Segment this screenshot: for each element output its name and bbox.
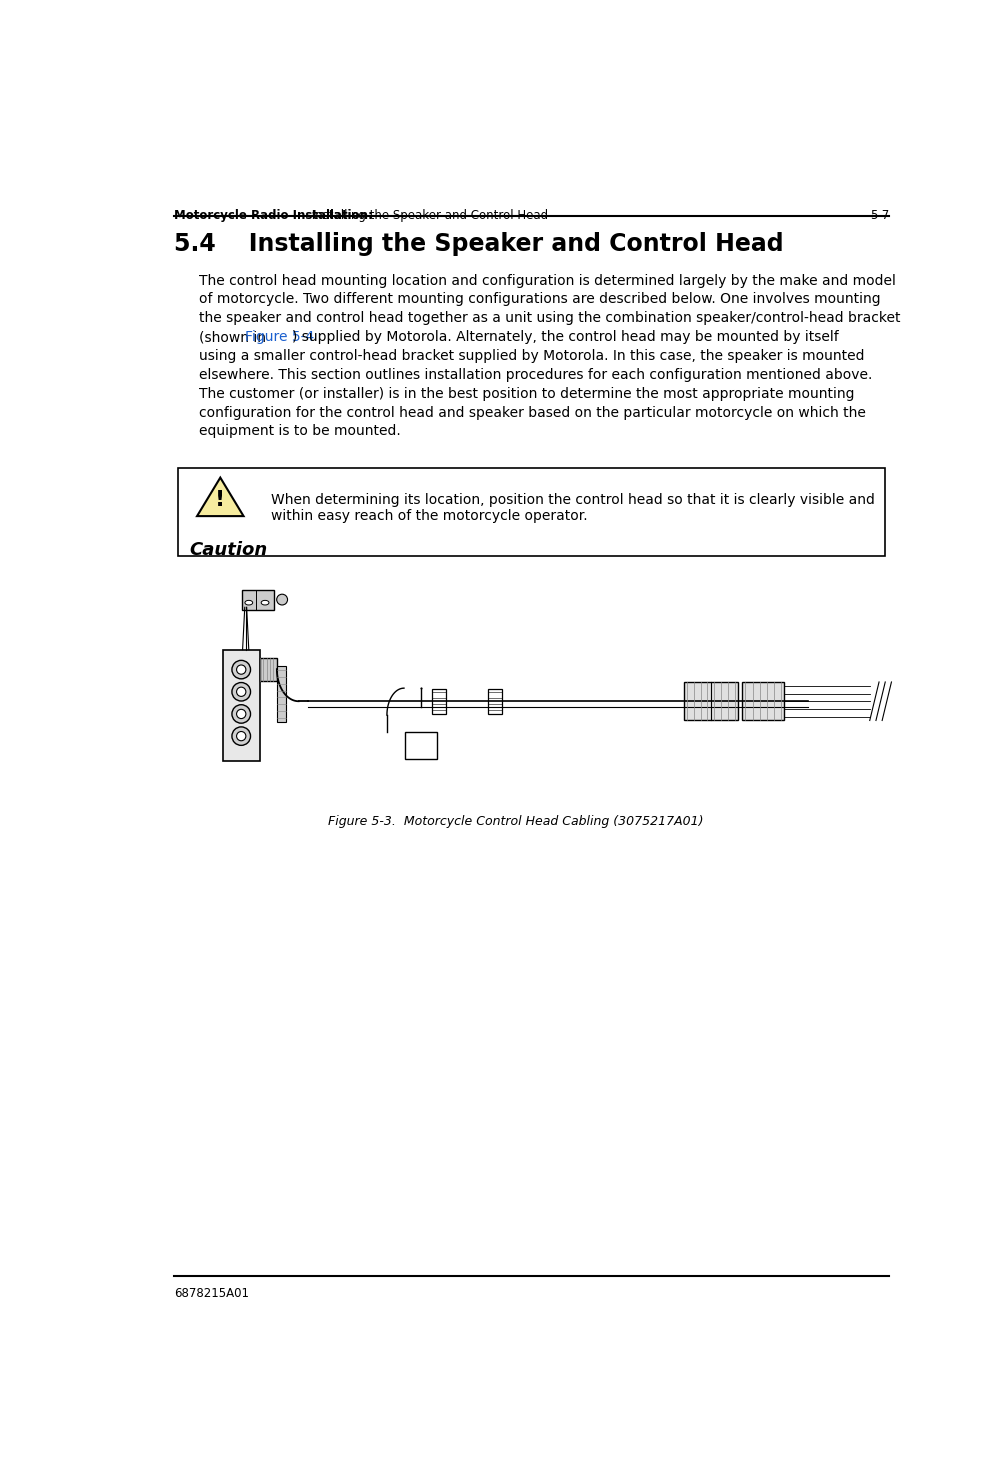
Text: Motorcycle Radio Installation:: Motorcycle Radio Installation: — [174, 209, 372, 222]
Circle shape — [232, 683, 250, 701]
Text: The customer (or installer) is in the best position to determine the most approp: The customer (or installer) is in the be… — [199, 386, 855, 401]
FancyBboxPatch shape — [277, 667, 286, 721]
Text: equipment is to be mounted.: equipment is to be mounted. — [199, 425, 401, 438]
FancyBboxPatch shape — [178, 469, 885, 557]
Circle shape — [236, 665, 245, 674]
Text: ) supplied by Motorola. Alternately, the control head may be mounted by itself: ) supplied by Motorola. Alternately, the… — [292, 331, 838, 344]
Text: Figure 5-3.  Motorcycle Control Head Cabling (3075217A01): Figure 5-3. Motorcycle Control Head Cabl… — [328, 815, 703, 829]
Circle shape — [236, 687, 245, 696]
Ellipse shape — [244, 601, 253, 605]
FancyBboxPatch shape — [260, 658, 277, 680]
Circle shape — [232, 705, 250, 723]
Text: of motorcycle. Two different mounting configurations are described below. One in: of motorcycle. Two different mounting co… — [199, 292, 881, 307]
Polygon shape — [197, 477, 243, 516]
Text: Installing the Speaker and Control Head: Installing the Speaker and Control Head — [308, 209, 548, 222]
FancyBboxPatch shape — [741, 682, 785, 720]
Text: using a smaller control-head bracket supplied by Motorola. In this case, the spe: using a smaller control-head bracket sup… — [199, 350, 865, 363]
Circle shape — [232, 661, 250, 679]
Circle shape — [277, 593, 288, 605]
Text: within easy reach of the motorcycle operator.: within easy reach of the motorcycle oper… — [271, 508, 588, 523]
Text: When determining its location, position the control head so that it is clearly v: When determining its location, position … — [271, 492, 874, 507]
FancyBboxPatch shape — [222, 649, 260, 761]
Text: Figure 5-4: Figure 5-4 — [245, 331, 315, 344]
FancyBboxPatch shape — [684, 682, 738, 720]
Text: Caution: Caution — [189, 541, 268, 558]
Text: elsewhere. This section outlines installation procedures for each configuration : elsewhere. This section outlines install… — [199, 367, 873, 382]
Text: (shown in: (shown in — [199, 331, 271, 344]
FancyBboxPatch shape — [489, 689, 502, 714]
Text: the speaker and control head together as a unit using the combination speaker/co: the speaker and control head together as… — [199, 311, 901, 325]
Circle shape — [236, 710, 245, 718]
FancyBboxPatch shape — [404, 732, 438, 759]
Text: The control head mounting location and configuration is determined largely by th: The control head mounting location and c… — [199, 273, 896, 288]
FancyBboxPatch shape — [432, 689, 446, 714]
Circle shape — [236, 732, 245, 740]
Text: 5.4    Installing the Speaker and Control Head: 5.4 Installing the Speaker and Control H… — [174, 232, 784, 256]
Ellipse shape — [262, 601, 269, 605]
Text: 5-7: 5-7 — [870, 209, 889, 222]
Text: !: ! — [215, 489, 225, 510]
Circle shape — [232, 727, 250, 745]
Text: 6878215A01: 6878215A01 — [174, 1287, 248, 1300]
Text: configuration for the control head and speaker based on the particular motorcycl: configuration for the control head and s… — [199, 405, 866, 420]
FancyBboxPatch shape — [241, 589, 275, 610]
